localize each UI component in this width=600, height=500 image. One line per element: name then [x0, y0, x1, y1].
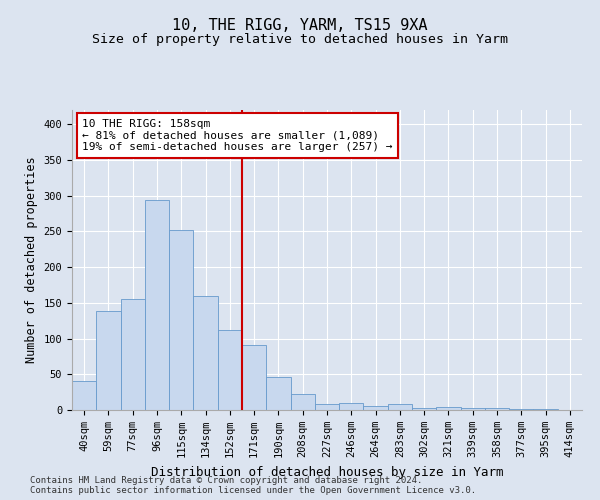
Bar — [364, 406, 388, 410]
Bar — [193, 296, 218, 410]
Text: Size of property relative to detached houses in Yarm: Size of property relative to detached ho… — [92, 32, 508, 46]
Bar — [509, 408, 533, 410]
Bar — [412, 408, 436, 410]
Bar — [96, 310, 121, 410]
Text: 10 THE RIGG: 158sqm
← 81% of detached houses are smaller (1,089)
19% of semi-det: 10 THE RIGG: 158sqm ← 81% of detached ho… — [82, 119, 392, 152]
X-axis label: Distribution of detached houses by size in Yarm: Distribution of detached houses by size … — [151, 466, 503, 478]
Bar — [315, 404, 339, 410]
Y-axis label: Number of detached properties: Number of detached properties — [25, 156, 38, 364]
Bar — [242, 345, 266, 410]
Bar — [485, 408, 509, 410]
Bar — [339, 403, 364, 410]
Bar — [145, 200, 169, 410]
Bar — [169, 230, 193, 410]
Bar — [461, 408, 485, 410]
Bar — [533, 408, 558, 410]
Bar — [218, 330, 242, 410]
Bar — [290, 394, 315, 410]
Bar — [72, 380, 96, 410]
Text: Contains HM Land Registry data © Crown copyright and database right 2024.
Contai: Contains HM Land Registry data © Crown c… — [30, 476, 476, 495]
Bar — [388, 404, 412, 410]
Bar — [266, 377, 290, 410]
Bar — [121, 300, 145, 410]
Text: 10, THE RIGG, YARM, TS15 9XA: 10, THE RIGG, YARM, TS15 9XA — [172, 18, 428, 32]
Bar — [436, 407, 461, 410]
